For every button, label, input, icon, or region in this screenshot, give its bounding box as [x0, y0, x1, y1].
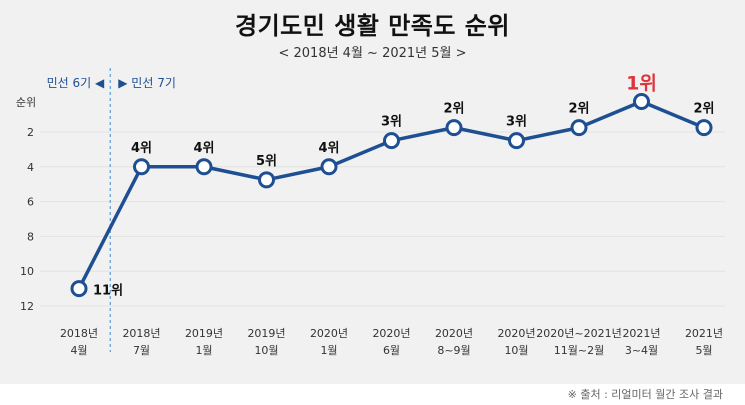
- data-label: 4위: [318, 141, 339, 156]
- data-label: 2위: [693, 102, 714, 117]
- x-tick-label-month: 10월: [504, 344, 528, 357]
- y-tick-label: 6: [27, 196, 34, 209]
- data-point: [383, 132, 400, 150]
- source-note: ※ 출처 : 리얼미터 월간 조사 결과: [567, 388, 723, 401]
- chart-title: 경기도민 생활 만족도 순위: [235, 12, 510, 40]
- x-tick-label-year: 2020년: [497, 327, 535, 340]
- data-point: [133, 158, 150, 176]
- x-tick-label-month: 11월~2월: [554, 344, 604, 357]
- data-label: 3위: [381, 115, 402, 130]
- data-point: [258, 171, 275, 189]
- y-tick-label: 12: [20, 300, 34, 313]
- data-point: [570, 119, 588, 137]
- data-label: 2위: [568, 102, 589, 117]
- rank-line-chart: 2 4 6 8 10 12 순위 민선 6기 ◀ ▶ 민선 7기 11위 4위 4위 5위 4위 3위 2위 3…: [16, 68, 725, 357]
- x-tick-label-month: 6월: [383, 344, 400, 357]
- data-point: [508, 132, 525, 150]
- data-label: 4위: [193, 141, 214, 156]
- chart-subtitle: < 2018년 4월 ~ 2021년 5월 >: [278, 46, 467, 61]
- x-tick-label-year: 2018년: [60, 327, 98, 340]
- data-label: 5위: [256, 154, 277, 169]
- x-tick-label-month: 5월: [695, 344, 712, 357]
- x-tick-label-year: 2021년: [685, 327, 723, 340]
- data-point: [695, 119, 713, 137]
- y-axis-label: 순위: [16, 96, 36, 109]
- x-tick-label-year: 2019년: [247, 327, 285, 340]
- x-tick-label-year: 2018년: [122, 327, 160, 340]
- y-tick-label: 2: [27, 126, 34, 139]
- x-tick-label-year: 2020년: [435, 327, 473, 340]
- y-tick-label: 8: [27, 230, 34, 243]
- x-tick-label-month: 3~4월: [625, 344, 658, 357]
- x-tick-label-month: 1월: [320, 344, 337, 357]
- data-point: [195, 158, 213, 176]
- data-point: [70, 280, 88, 298]
- annotation-current-term: ▶ 민선 7기: [118, 76, 176, 90]
- x-tick-label-year: 2019년: [185, 327, 223, 340]
- chart-panel: [0, 0, 745, 384]
- data-label: 2위: [443, 102, 464, 117]
- data-label: 3위: [506, 115, 527, 130]
- data-point: [320, 158, 338, 176]
- x-tick-label-year: 2020년: [310, 327, 348, 340]
- data-label: 4위: [131, 141, 152, 156]
- x-tick-label-year: 2020년: [372, 327, 410, 340]
- data-point: [445, 119, 463, 137]
- data-label: 11위: [93, 284, 123, 299]
- data-label-highlight: 1위: [626, 73, 657, 95]
- x-tick-label-year: 2020년~2021년: [536, 327, 621, 340]
- y-tick-label: 4: [27, 161, 34, 174]
- y-tick-label: 10: [20, 265, 34, 278]
- x-tick-label-month: 7월: [133, 344, 150, 357]
- data-point: [633, 93, 650, 110]
- x-tick-label-month: 1월: [195, 344, 212, 357]
- x-tick-label-year: 2021년: [622, 327, 660, 340]
- x-tick-label-month: 8~9월: [437, 344, 470, 357]
- x-tick-label-month: 4월: [70, 344, 87, 357]
- x-tick-label-month: 10월: [254, 344, 278, 357]
- annotation-prev-term: 민선 6기 ◀: [47, 76, 105, 90]
